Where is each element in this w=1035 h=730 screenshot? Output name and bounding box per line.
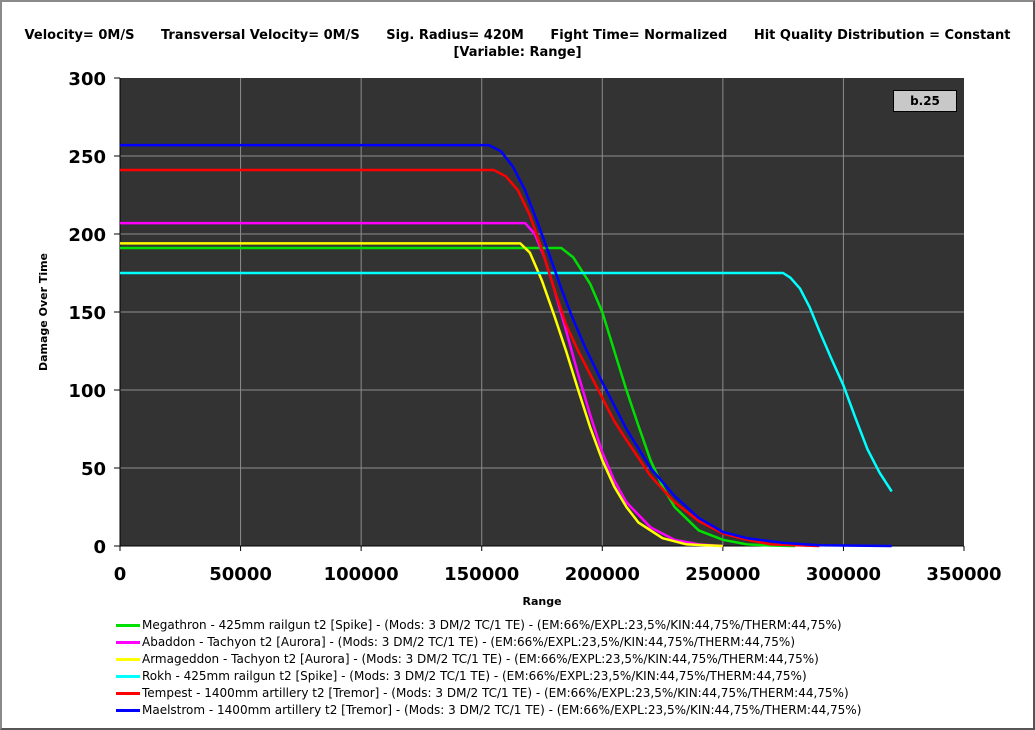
legend-item: Armageddon - Tachyon t2 [Aurora] - (Mods… bbox=[116, 651, 861, 668]
y-tick-label: 250 bbox=[68, 147, 106, 168]
legend-label: Megathron - 425mm railgun t2 [Spike] - (… bbox=[142, 618, 842, 632]
header-transversal-velocity: Transversal Velocity= 0M/S bbox=[160, 28, 360, 43]
series-line-2 bbox=[120, 242, 723, 548]
legend-swatch bbox=[116, 624, 140, 627]
series-line-3 bbox=[120, 271, 893, 493]
x-tick-label: 300000 bbox=[806, 564, 881, 585]
y-tick-label: 200 bbox=[68, 225, 106, 246]
legend-swatch bbox=[116, 709, 140, 712]
x-tick-label: 200000 bbox=[565, 564, 640, 585]
legend-item: Tempest - 1400mm artillery t2 [Tremor] -… bbox=[116, 685, 861, 702]
header-fight-time: Fight Time= Normalized bbox=[550, 28, 728, 43]
header-velocity: Velocity= 0M/S bbox=[24, 28, 135, 43]
legend-label: Rokh - 425mm railgun t2 [Spike] - (Mods:… bbox=[142, 669, 807, 683]
legend: Megathron - 425mm railgun t2 [Spike] - (… bbox=[116, 617, 861, 719]
legend-swatch bbox=[116, 658, 140, 661]
y-tick-label: 150 bbox=[68, 303, 106, 324]
y-axis-label: Damage Over Time bbox=[37, 253, 50, 371]
legend-item: Abaddon - Tachyon t2 [Aurora] - (Mods: 3… bbox=[116, 634, 861, 651]
header-hit-quality: Hit Quality Distribution = Constant bbox=[753, 28, 1011, 43]
header-sig-radius: Sig. Radius= 420M bbox=[386, 28, 524, 43]
legend-label: Armageddon - Tachyon t2 [Aurora] - (Mods… bbox=[142, 652, 819, 666]
legend-swatch bbox=[116, 692, 140, 695]
y-tick-label: 50 bbox=[81, 459, 106, 480]
legend-item: Rokh - 425mm railgun t2 [Spike] - (Mods:… bbox=[116, 668, 861, 685]
series-line-5 bbox=[120, 143, 892, 548]
legend-swatch bbox=[116, 675, 140, 678]
legend-label: Tempest - 1400mm artillery t2 [Tremor] -… bbox=[142, 686, 849, 700]
chart-header: Velocity= 0M/S Transversal Velocity= 0M/… bbox=[0, 28, 1035, 43]
x-axis-label: Range bbox=[522, 595, 561, 608]
chart-subtitle: [Variable: Range] bbox=[453, 45, 582, 60]
y-tick-label: 0 bbox=[93, 537, 106, 558]
legend-label: Abaddon - Tachyon t2 [Aurora] - (Mods: 3… bbox=[142, 635, 796, 649]
x-tick-label: 0 bbox=[114, 564, 127, 585]
x-tick-label: 100000 bbox=[324, 564, 399, 585]
legend-item: Maelstrom - 1400mm artillery t2 [Tremor]… bbox=[116, 702, 861, 719]
x-tick-label: 250000 bbox=[685, 564, 760, 585]
x-tick-label: 150000 bbox=[444, 564, 519, 585]
legend-item: Megathron - 425mm railgun t2 [Spike] - (… bbox=[116, 617, 861, 634]
series-line-0 bbox=[120, 246, 796, 548]
x-tick-label: 50000 bbox=[209, 564, 272, 585]
version-badge: b.25 bbox=[893, 90, 957, 112]
y-tick-label: 300 bbox=[68, 69, 106, 90]
series-line-4 bbox=[120, 168, 820, 548]
legend-swatch bbox=[116, 641, 140, 644]
x-tick-label: 350000 bbox=[926, 564, 1001, 585]
legend-label: Maelstrom - 1400mm artillery t2 [Tremor]… bbox=[142, 703, 862, 717]
y-tick-label: 100 bbox=[68, 381, 106, 402]
